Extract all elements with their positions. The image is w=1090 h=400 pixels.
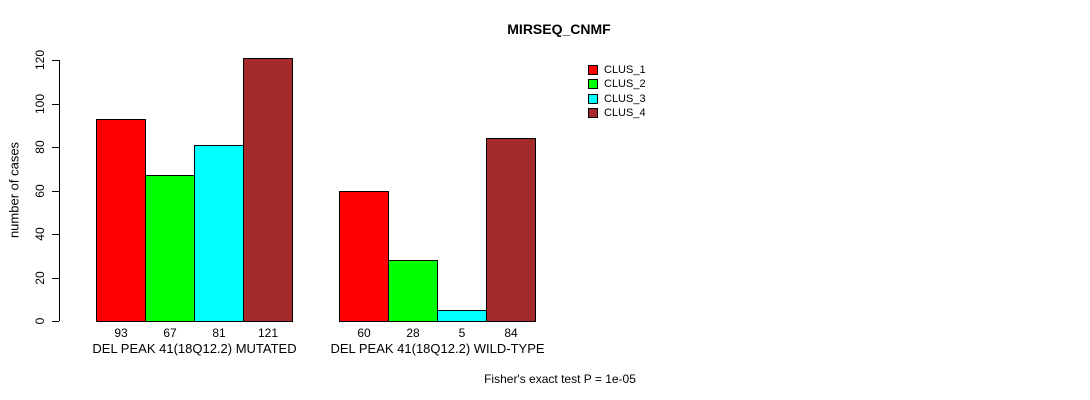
y-tick (52, 147, 59, 148)
legend-swatch-clus_2 (588, 79, 598, 90)
bar-clus_2 (145, 175, 195, 322)
bar-value-label: 60 (357, 326, 371, 340)
fisher-test-annotation: Fisher's exact test P = 1e-05 (484, 372, 636, 386)
chart-title: MIRSEQ_CNMF (507, 21, 611, 37)
bar-clus_1 (96, 118, 146, 322)
bar-clus_3 (437, 310, 487, 322)
y-tick-label: 40 (33, 227, 47, 241)
y-tick-label: 20 (33, 270, 47, 285)
bar-clus_3 (194, 144, 244, 322)
y-tick (52, 321, 59, 322)
legend-item: CLUS_1 (588, 64, 646, 76)
legend-label: CLUS_3 (604, 92, 646, 105)
y-tick (52, 190, 59, 192)
y-tick (52, 277, 59, 279)
legend-item: CLUS_4 (588, 107, 646, 119)
y-tick-label: 60 (33, 183, 47, 198)
legend-swatch-clus_1 (588, 65, 598, 75)
y-tick-label: 0 (33, 317, 47, 325)
legend-item: CLUS_2 (588, 78, 646, 90)
legend-label: CLUS_4 (604, 107, 646, 120)
bar-value-label: 28 (406, 326, 420, 340)
legend-label: CLUS_2 (604, 78, 646, 91)
bar-clus_1 (339, 190, 389, 322)
x-category-label: DEL PEAK 41(18Q12.2) WILD-TYPE (330, 341, 545, 356)
bar-value-label: 67 (163, 326, 177, 340)
bar-clus_4 (486, 138, 536, 322)
y-axis-line (59, 60, 60, 321)
bar-value-label: 121 (257, 326, 279, 340)
bar-value-label: 81 (212, 326, 226, 340)
y-tick-label: 120 (33, 49, 47, 71)
y-tick-label: 100 (33, 93, 47, 114)
legend-swatch-clus_3 (588, 93, 598, 104)
legend-item: CLUS_3 (588, 93, 646, 105)
bar-clus_2 (388, 260, 438, 322)
y-tick (52, 234, 59, 235)
y-tick-label: 80 (33, 140, 47, 154)
y-tick (52, 103, 59, 105)
y-tick (52, 60, 59, 61)
y-axis-label: number of cases (6, 141, 22, 239)
bar-value-label: 5 (458, 326, 466, 340)
bar-value-label: 93 (114, 326, 128, 340)
x-category-label: DEL PEAK 41(18Q12.2) MUTATED (92, 341, 297, 356)
bar-clus_4 (243, 57, 293, 322)
bar-value-label: 84 (504, 326, 518, 340)
legend-swatch-clus_4 (588, 108, 598, 119)
legend-label: CLUS_1 (604, 64, 646, 76)
